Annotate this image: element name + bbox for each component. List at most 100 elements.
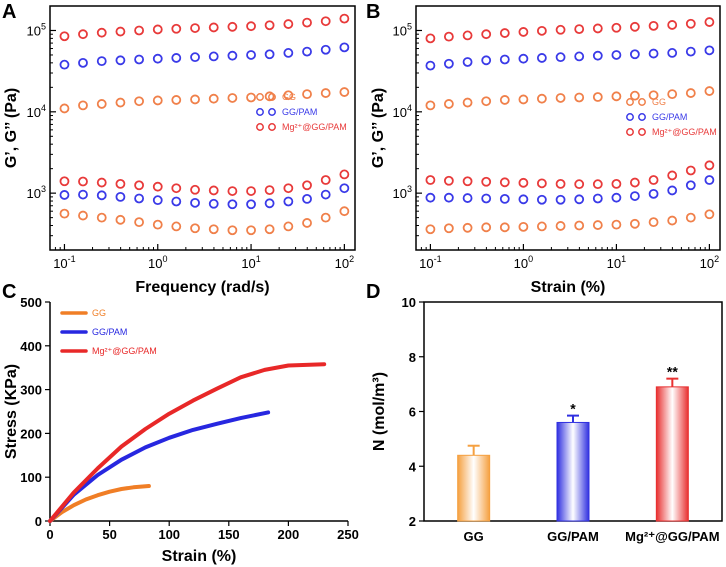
data-point (629, 177, 640, 188)
data-point (190, 52, 200, 63)
data-point (648, 217, 659, 228)
data-point (283, 221, 294, 232)
data-point (115, 178, 126, 189)
data-point (499, 28, 510, 38)
legend-label: Mg²⁺@GG/PAM (92, 346, 157, 356)
data-point (443, 175, 454, 186)
bar (556, 421, 590, 522)
y-tick-label: 104 (27, 103, 46, 120)
data-point (190, 94, 200, 105)
data-point (499, 54, 510, 65)
data-point (208, 185, 219, 196)
data-point (264, 198, 275, 209)
x-tick-label: 101 (241, 254, 260, 271)
data-point (536, 25, 547, 36)
y-tick-label: 103 (27, 184, 46, 201)
legend-label: GG/PAM (652, 112, 687, 122)
data-point (264, 224, 275, 235)
data-point (685, 18, 696, 29)
y-tick-label: 6 (409, 405, 416, 420)
x-tick-label: 250 (337, 527, 359, 542)
data-point (443, 223, 454, 234)
data-point (555, 52, 566, 63)
data-point (555, 194, 566, 205)
data-point (648, 175, 659, 185)
data-point (704, 45, 715, 56)
y-tick-label: 8 (409, 350, 416, 365)
series-line (48, 362, 327, 523)
data-point (481, 55, 492, 66)
bar (457, 454, 491, 522)
data-point (518, 53, 529, 64)
data-point (704, 86, 715, 96)
data-point (443, 99, 454, 109)
data-point (152, 95, 163, 106)
data-point (518, 27, 529, 37)
data-point (611, 91, 622, 102)
data-point (134, 54, 144, 65)
data-point (302, 193, 312, 204)
data-point (96, 27, 107, 38)
data-point (667, 215, 678, 226)
data-point (574, 194, 585, 205)
x-tick-label: 102 (700, 254, 719, 271)
data-point (59, 31, 70, 42)
data-point (425, 60, 436, 71)
data-point (629, 218, 640, 229)
data-point (190, 23, 200, 33)
data-point (246, 225, 256, 236)
data-point (208, 93, 219, 104)
data-point (339, 13, 350, 24)
data-point (685, 46, 696, 57)
legend-marker (256, 93, 264, 101)
panel-letter: C (2, 281, 16, 303)
data-point (227, 199, 238, 210)
data-point (115, 26, 126, 37)
data-point (574, 24, 585, 34)
y-tick-label: 103 (393, 184, 412, 201)
data-point (425, 224, 436, 235)
data-point (264, 20, 275, 31)
legend-marker (268, 108, 276, 116)
data-point (59, 176, 70, 187)
legend-marker (626, 113, 634, 121)
data-point (246, 92, 256, 103)
data-point (685, 212, 696, 223)
data-point (425, 175, 436, 185)
data-point (648, 90, 659, 101)
legend-label: GG/PAM (282, 107, 317, 117)
y-tick-label: 104 (393, 103, 412, 120)
data-point (246, 199, 256, 210)
data-point (629, 49, 640, 60)
panel-c: C 0 50 100 150 200 250 0 100 200 300 400 500 Strain (… (2, 281, 359, 565)
data-point (592, 50, 603, 61)
x-category-label: GG (464, 529, 484, 544)
data-point (152, 219, 163, 230)
data-point (320, 189, 331, 200)
data-point (78, 100, 88, 111)
legend-marker (626, 98, 634, 106)
data-point (339, 169, 350, 180)
data-point (462, 176, 473, 187)
data-point (536, 93, 547, 104)
y-tick-label: 2 (409, 514, 416, 529)
data-point (227, 50, 238, 61)
legend-label: GG (92, 308, 106, 318)
data-point (555, 178, 566, 189)
data-point (227, 93, 238, 103)
data-point (283, 196, 294, 207)
data-point (667, 48, 678, 58)
data-point (462, 97, 473, 108)
data-point (667, 170, 678, 181)
data-point (481, 96, 492, 107)
data-point (574, 51, 585, 62)
data-point (134, 25, 144, 36)
data-point (443, 31, 454, 42)
data-point (592, 92, 603, 102)
x-tick-label: 100 (158, 527, 180, 542)
series-line (48, 410, 271, 523)
data-point (264, 91, 275, 102)
panel-letter: D (366, 281, 380, 303)
data-point (115, 191, 126, 202)
